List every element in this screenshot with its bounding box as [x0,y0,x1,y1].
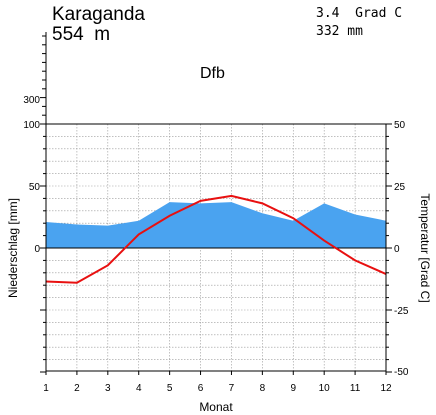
precip-tick-0: 0 [34,244,40,255]
month-label: 3 [105,383,111,394]
mean-temperature: 3.4 Grad C [316,6,402,21]
station-elevation: 554 m [52,24,110,45]
month-label: 9 [290,383,296,394]
temp-tick-50: 50 [394,120,406,131]
temp-tick-25: 25 [394,182,406,193]
temperature-line [45,194,387,284]
temp-tick-minus50: -50 [394,367,409,378]
right-axis-label: Temperatur [Grad C] [418,193,432,302]
left-axis-label: Niederschlag [mm] [6,198,20,298]
month-label: 8 [260,383,266,394]
precipitation-area [46,202,386,248]
station-name: Karaganda [52,4,145,25]
climate-class: Dfb [200,65,225,82]
month-label: 4 [136,383,142,394]
month-label: 5 [167,383,173,394]
month-label: 7 [229,383,235,394]
upper-precip-ticks [40,35,46,125]
month-label: 11 [350,383,361,394]
precip-tick-100: 100 [23,120,40,131]
month-label: 10 [319,383,331,394]
month-label: 6 [198,383,204,394]
precip-tick-50: 50 [29,182,41,193]
temp-tick-0: 0 [394,244,400,255]
x-axis-label: Monat [199,400,233,414]
month-label: 12 [380,383,392,394]
month-tick-labels: 1 2 3 4 5 6 7 8 9 10 11 12 [43,383,392,394]
plot-frame [45,123,387,372]
month-label: 1 [43,383,49,394]
temp-tick-minus25: -25 [394,306,409,317]
month-label: 2 [74,383,80,394]
annual-precipitation: 332 mm [316,24,363,39]
precip-tick-300: 300 [23,95,40,106]
